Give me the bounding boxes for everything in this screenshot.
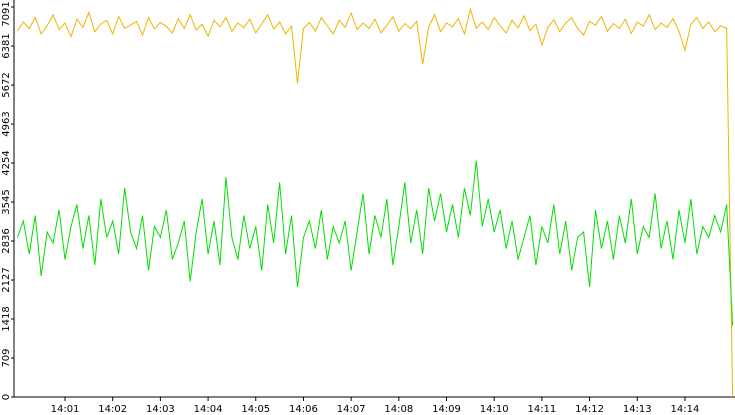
y-tick-label: 4963 xyxy=(1,111,12,136)
series-line xyxy=(16,7,734,398)
x-tick-label: 14:11 xyxy=(527,404,556,415)
x-tick-label: 14:04 xyxy=(194,404,223,415)
x-tick-label: 14:07 xyxy=(337,404,366,415)
x-tick-label: 14:05 xyxy=(241,404,270,415)
series-line xyxy=(16,160,734,326)
y-tick-label: 709 xyxy=(1,348,12,367)
y-tick-label: 1418 xyxy=(1,306,12,331)
x-tick-label: 14:12 xyxy=(575,404,604,415)
x-tick-label: 14:10 xyxy=(480,404,509,415)
x-tick-label: 14:14 xyxy=(671,404,700,415)
y-tick-label: 4254 xyxy=(1,150,12,175)
x-tick-label: 14:02 xyxy=(98,404,127,415)
y-tick-label: 2127 xyxy=(1,267,12,292)
y-tick-label: 7091 xyxy=(1,1,12,26)
x-tick-label: 14:06 xyxy=(289,404,318,415)
x-tick-label: 14:03 xyxy=(146,404,175,415)
y-tick-label: 5672 xyxy=(1,72,12,97)
y-tick-label: 2836 xyxy=(1,228,12,253)
x-tick-label: 14:09 xyxy=(432,404,461,415)
y-tick-label: 0 xyxy=(1,394,12,400)
y-tick-label: 3545 xyxy=(1,189,12,214)
x-tick-label: 14:01 xyxy=(51,404,80,415)
x-tick-label: 14:13 xyxy=(623,404,652,415)
x-tick-label: 14:08 xyxy=(384,404,413,415)
y-tick-label: 6381 xyxy=(1,33,12,58)
